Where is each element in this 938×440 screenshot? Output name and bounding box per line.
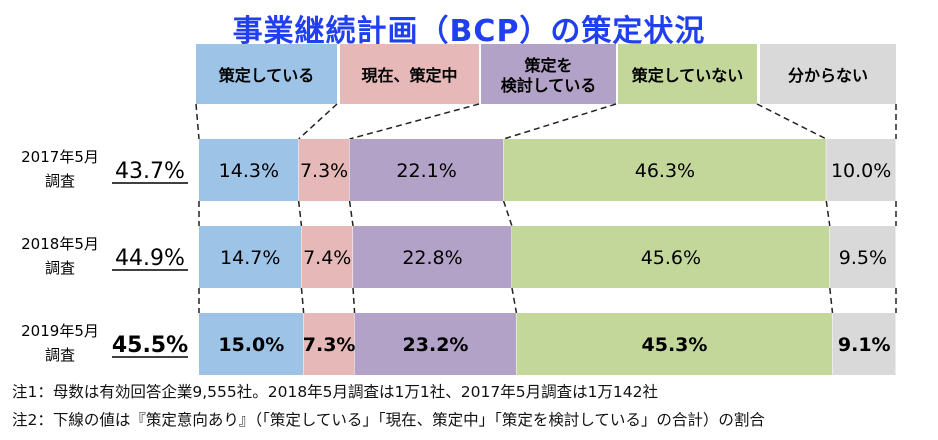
row-label: 2018年5月調査 (21, 235, 99, 277)
bar-segment (354, 313, 517, 375)
connector-line (298, 103, 338, 140)
bar-segment (829, 226, 896, 288)
segment-label: 7.4% (303, 247, 351, 269)
bar-segment (199, 226, 302, 288)
connector-line (195, 103, 200, 140)
segment-label: 15.0% (218, 334, 284, 356)
segment-label: 22.8% (402, 247, 462, 269)
connector-line (300, 287, 305, 314)
bar-segment (826, 139, 896, 201)
connector-line (348, 200, 354, 227)
segment-label: 23.2% (403, 334, 469, 356)
legend-swatch (481, 44, 616, 104)
row-label: 2017年5月調査 (21, 148, 99, 190)
legend-swatch (760, 44, 896, 104)
legend-swatch (340, 44, 479, 104)
chart-title: 事業継続計画（BCP）の策定状況 (232, 14, 706, 49)
bar-segment (516, 313, 833, 375)
legend-swatch (618, 44, 757, 104)
bar-segment (199, 313, 304, 375)
legend-label: 策定している (218, 66, 315, 85)
connector-line (352, 287, 356, 314)
connector-line (297, 200, 303, 227)
connector-line (825, 200, 831, 227)
connector-line (511, 287, 518, 314)
segment-label: 10.0% (831, 160, 891, 182)
connector-line (829, 287, 834, 314)
segment-label: 46.3% (635, 160, 695, 182)
bar-segment (511, 226, 830, 288)
row-label: 2019年5月調査 (21, 322, 99, 364)
bar-segment (301, 226, 354, 288)
legend-label: 分からない (788, 66, 868, 85)
footnote-2: 注2：下線の値は『策定意向あり』（「策定している」「現在、策定中」「策定を検討し… (12, 411, 765, 429)
bar-segment (832, 313, 896, 375)
connector-line (349, 103, 480, 140)
segment-label: 7.3% (303, 334, 356, 356)
segment-label: 14.3% (219, 160, 279, 182)
connector-line (756, 103, 827, 140)
bar-segment (503, 139, 827, 201)
bar-segment (353, 226, 512, 288)
bar-segment (303, 313, 355, 375)
bar-segment (298, 139, 350, 201)
segment-label: 22.1% (396, 160, 456, 182)
legend-label: 策定を検討している (501, 56, 597, 95)
legend-label: 現在、策定中 (361, 66, 457, 85)
summary-value: 45.5% (112, 333, 188, 358)
bar-segment (199, 139, 299, 201)
bar-segment (349, 139, 504, 201)
connector-line (503, 103, 617, 140)
connector-line (502, 200, 513, 227)
legend-label: 策定していない (631, 66, 744, 85)
segment-label: 45.6% (641, 247, 701, 269)
segment-label: 7.3% (300, 160, 348, 182)
summary-value: 43.7% (115, 159, 185, 184)
footnote-1: 注1：母数は有効回答企業9,555社。2018年5月調査は1万1社、2017年5… (12, 383, 659, 401)
segment-label: 45.3% (642, 334, 708, 356)
segment-label: 9.5% (839, 247, 887, 269)
summary-value: 44.9% (115, 246, 185, 271)
segment-label: 9.1% (838, 334, 891, 356)
segment-label: 14.7% (220, 247, 280, 269)
legend-swatch (196, 44, 337, 104)
